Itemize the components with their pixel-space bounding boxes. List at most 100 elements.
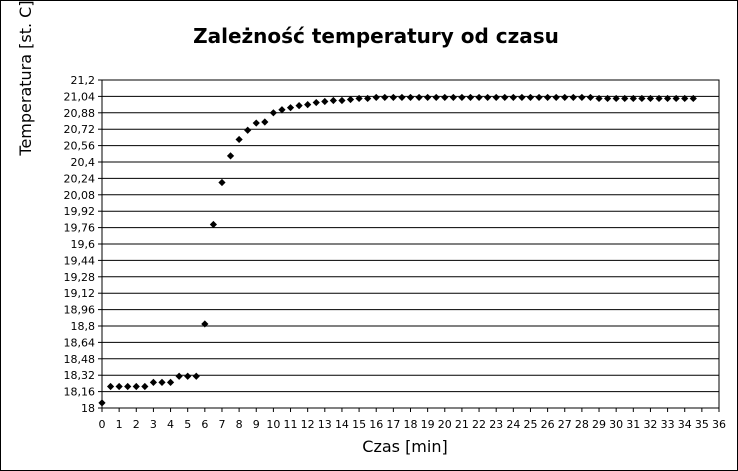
data-point-marker bbox=[372, 93, 380, 102]
data-point-marker bbox=[201, 320, 209, 328]
x-tick-label: 28 bbox=[575, 418, 589, 431]
data-point-marker bbox=[449, 93, 457, 102]
data-point-marker bbox=[235, 135, 243, 144]
y-tick-label: 20,08 bbox=[64, 189, 96, 202]
data-point-marker bbox=[475, 93, 483, 102]
x-tick-label: 15 bbox=[352, 418, 366, 431]
x-tick-label: 21 bbox=[455, 418, 469, 431]
y-tick-label: 20,72 bbox=[64, 123, 96, 136]
x-tick-label: 9 bbox=[253, 418, 260, 431]
data-point-marker bbox=[132, 382, 140, 391]
x-tick-label: 33 bbox=[661, 418, 675, 431]
data-point-marker bbox=[261, 118, 269, 126]
data-point-marker bbox=[518, 93, 526, 102]
x-tick-label: 29 bbox=[592, 418, 606, 431]
data-point-marker bbox=[295, 102, 303, 110]
data-point-marker bbox=[441, 93, 449, 102]
data-point-marker bbox=[115, 382, 123, 391]
x-tick-labels: 0 1 2 3 4 5 6 7 8 9 10 11 12 13 14 15 16 17 18 19 20 21 22 23 24… bbox=[99, 408, 726, 431]
y-tick-label: 21,2 bbox=[71, 74, 96, 87]
x-tick-label: 25 bbox=[523, 418, 537, 431]
y-tick-label: 20,88 bbox=[64, 107, 96, 120]
data-point-marker bbox=[184, 372, 192, 380]
y-tick-label: 18,8 bbox=[71, 320, 96, 333]
data-point-marker bbox=[149, 378, 158, 386]
data-point-marker bbox=[304, 101, 312, 109]
data-point-marker bbox=[286, 104, 295, 112]
data-point-marker bbox=[509, 93, 517, 102]
y-tick-labels: 18 18,16 18,32 18,48 18,64 18,8 18,96 19,12 19,2… bbox=[64, 74, 102, 415]
data-point-marker bbox=[629, 94, 637, 103]
x-tick-label: 19 bbox=[421, 418, 435, 431]
data-point-marker bbox=[492, 93, 500, 102]
data-point-marker bbox=[406, 93, 415, 102]
x-tick-label: 12 bbox=[301, 418, 315, 431]
data-point-marker bbox=[346, 95, 355, 104]
x-axis-title: Czas [min] bbox=[362, 437, 447, 456]
data-point-marker bbox=[312, 98, 320, 107]
data-point-marker bbox=[329, 96, 337, 105]
data-point-marker bbox=[612, 94, 620, 103]
data-point-marker bbox=[552, 93, 560, 102]
y-tick-label: 20,4 bbox=[71, 156, 96, 169]
x-tick-label: 30 bbox=[609, 418, 623, 431]
data-point-marker bbox=[655, 94, 663, 103]
data-point-marker bbox=[381, 93, 389, 102]
data-point-marker bbox=[321, 97, 329, 106]
y-tick-label: 18,32 bbox=[64, 369, 96, 382]
data-point-marker bbox=[595, 94, 603, 103]
data-point-marker bbox=[638, 94, 646, 103]
data-point-marker bbox=[141, 382, 149, 391]
data-point-marker bbox=[269, 109, 277, 117]
x-tick-label: 5 bbox=[184, 418, 191, 431]
chart-title: Zależność temperatury od czasu bbox=[193, 24, 559, 48]
data-point-marker bbox=[364, 94, 372, 103]
x-tick-label: 7 bbox=[218, 418, 225, 431]
y-tick-label: 20,24 bbox=[64, 172, 96, 185]
x-tick-label: 3 bbox=[150, 418, 157, 431]
y-tick-label: 19,44 bbox=[64, 254, 96, 267]
x-tick-label: 23 bbox=[489, 418, 503, 431]
data-point-marker bbox=[432, 93, 440, 102]
y-axis-title: Temperatura [st. C] bbox=[16, 0, 35, 156]
x-tick-label: 4 bbox=[167, 418, 174, 431]
data-point-marker bbox=[355, 94, 363, 103]
x-tick-label: 32 bbox=[643, 418, 657, 431]
y-tick-label: 19,76 bbox=[64, 222, 96, 235]
data-point-marker bbox=[663, 94, 672, 103]
data-point-marker bbox=[578, 93, 586, 102]
data-point-marker bbox=[544, 93, 552, 102]
data-point-marker bbox=[278, 106, 286, 114]
data-point-marker bbox=[124, 382, 132, 391]
x-tick-label: 2 bbox=[133, 418, 140, 431]
x-tick-label: 1 bbox=[116, 418, 123, 431]
y-tick-label: 19,92 bbox=[64, 205, 96, 218]
data-point-marker bbox=[98, 399, 106, 407]
x-tick-label: 31 bbox=[626, 418, 640, 431]
data-point-marker bbox=[338, 96, 346, 105]
x-tick-label: 10 bbox=[266, 418, 280, 431]
data-point-marker bbox=[158, 378, 166, 386]
x-tick-label: 35 bbox=[695, 418, 709, 431]
x-tick-label: 8 bbox=[236, 418, 243, 431]
data-point-marker bbox=[535, 93, 543, 102]
data-point-marker bbox=[398, 93, 406, 102]
data-point-marker bbox=[218, 178, 226, 187]
x-tick-label: 16 bbox=[369, 418, 383, 431]
x-tick-label: 0 bbox=[99, 418, 106, 431]
x-tick-label: 13 bbox=[318, 418, 332, 431]
x-tick-label: 34 bbox=[678, 418, 692, 431]
data-point-marker bbox=[166, 378, 175, 386]
y-tick-label: 18,96 bbox=[64, 304, 96, 317]
grid-lines bbox=[102, 79, 719, 409]
y-tick-label: 18,16 bbox=[64, 386, 96, 399]
data-point-marker bbox=[681, 94, 689, 103]
y-tick-label: 19,6 bbox=[71, 238, 96, 251]
y-tick-label: 20,56 bbox=[64, 140, 96, 153]
data-point-marker bbox=[415, 93, 423, 102]
x-tick-label: 24 bbox=[506, 418, 520, 431]
data-point-marker bbox=[226, 152, 235, 160]
data-point-marker bbox=[603, 94, 612, 103]
